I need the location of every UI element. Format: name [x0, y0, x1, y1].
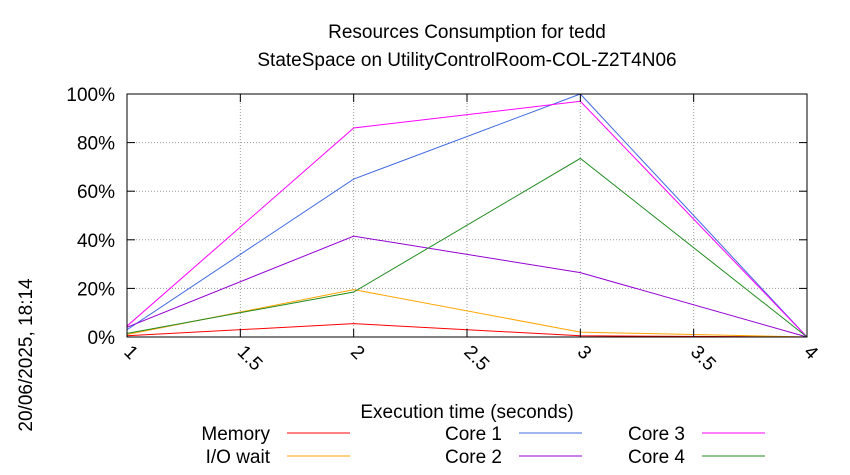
x-tick-label: 2.5 [459, 342, 493, 376]
legend-label-core-3: Core 3 [628, 424, 685, 445]
grid-lines [126, 93, 808, 338]
y-tick-label: 40% [77, 231, 115, 252]
y-tick-label: 100% [66, 85, 115, 106]
legend-label-i-o-wait: I/O wait [206, 447, 271, 468]
series-core-2-line [126, 235, 808, 338]
x-tick-label: 3.5 [686, 342, 720, 376]
y-tick-label: 0% [88, 328, 116, 349]
x-tick-label: 4 [799, 342, 822, 365]
x-axis-label: Execution time (seconds) [360, 402, 573, 423]
y-tick-label: 80% [77, 134, 115, 155]
legend-label-memory: Memory [201, 424, 270, 445]
date-side-label: 20/06/2025, 18:14 [16, 278, 37, 432]
series-core-4-line [126, 157, 808, 338]
x-tick-label: 1.5 [233, 342, 267, 376]
y-tick-label: 20% [77, 279, 115, 300]
series-core-3-line [126, 100, 808, 338]
x-tick-label: 2 [346, 342, 368, 364]
y-tick-label: 60% [77, 182, 115, 203]
chart-title-line2: StateSpace on UtilityControlRoom-COL-Z2T… [257, 50, 676, 71]
legend-label-core-2: Core 2 [445, 447, 502, 468]
y-axis-ticks: 0% 20% 40% 60% 80% 100% [66, 85, 807, 349]
x-tick-label: 1 [119, 342, 141, 364]
legend-label-core-1: Core 1 [445, 424, 502, 445]
series-core-1-line [126, 93, 808, 338]
chart-title-line1: Resources Consumption for tedd [328, 22, 606, 43]
x-tick-label: 3 [573, 342, 595, 364]
legend-label-core-4: Core 4 [628, 447, 685, 468]
x-axis-ticks: 1 1.5 2 2.5 3 3.5 4 [119, 94, 822, 375]
